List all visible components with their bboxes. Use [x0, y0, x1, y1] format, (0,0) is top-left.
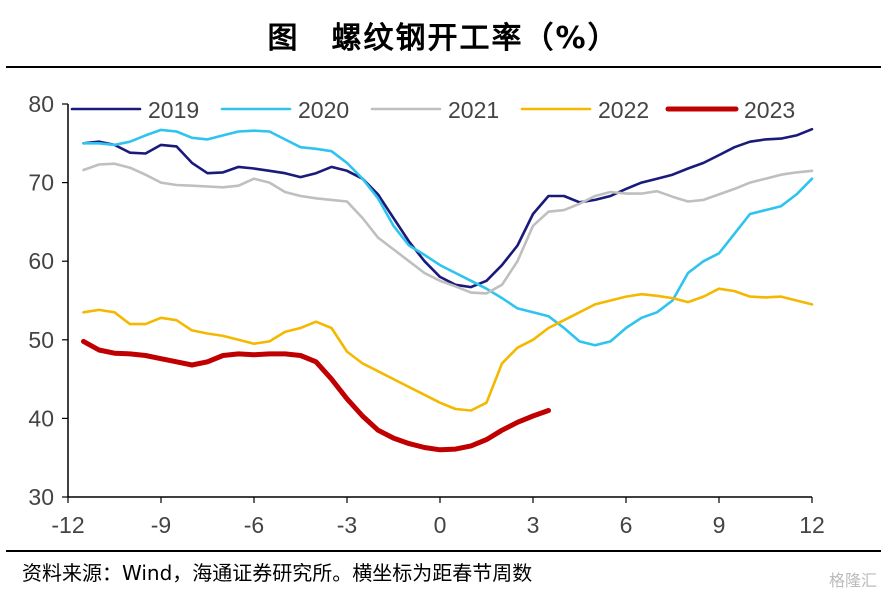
series-line-2020	[82, 128, 814, 347]
series-line-2021	[82, 162, 814, 295]
legend-label-2019: 2019	[148, 97, 199, 123]
legend-label-2023: 2023	[744, 97, 795, 123]
series-line-2023	[81, 338, 551, 453]
x-tick-label: -12	[51, 512, 84, 538]
x-tick-label: 6	[620, 512, 633, 538]
series-line-2022	[82, 287, 814, 412]
x-tick-label: -3	[337, 512, 357, 538]
legend-label-2021: 2021	[448, 97, 499, 123]
x-tick-label: 9	[713, 512, 726, 538]
top-divider	[6, 66, 881, 68]
x-tick-label: -6	[244, 512, 264, 538]
x-tick-label: -9	[151, 512, 171, 538]
chart-title: 图 螺纹钢开工率（%）	[267, 21, 620, 56]
line-chart: 30 40 50 60 70 80 -12 -9 -6 -3 0 3 6 9 12 2019 2020 2021 2…	[28, 91, 825, 538]
y-tick-label: 30	[28, 484, 54, 510]
y-tick-label: 70	[28, 170, 54, 196]
legend-label-2022: 2022	[598, 97, 649, 123]
y-tick-label: 50	[28, 327, 54, 353]
bottom-divider	[6, 550, 881, 552]
source-note: 资料来源：Wind，海通证券研究所。横坐标为距春节周数	[22, 561, 533, 585]
x-tick-label: 0	[434, 512, 447, 538]
legend-label-2020: 2020	[298, 97, 349, 123]
watermark-logo: 格隆汇	[828, 571, 877, 590]
y-tick-label: 60	[28, 248, 54, 274]
x-tick-label: 3	[527, 512, 540, 538]
series-line-2019	[82, 127, 814, 289]
x-tick-label: 12	[799, 512, 825, 538]
y-tick-label: 80	[28, 91, 54, 117]
chart-title-bar: 图 螺纹钢开工率（%）	[0, 0, 887, 70]
y-tick-label: 40	[28, 405, 54, 431]
